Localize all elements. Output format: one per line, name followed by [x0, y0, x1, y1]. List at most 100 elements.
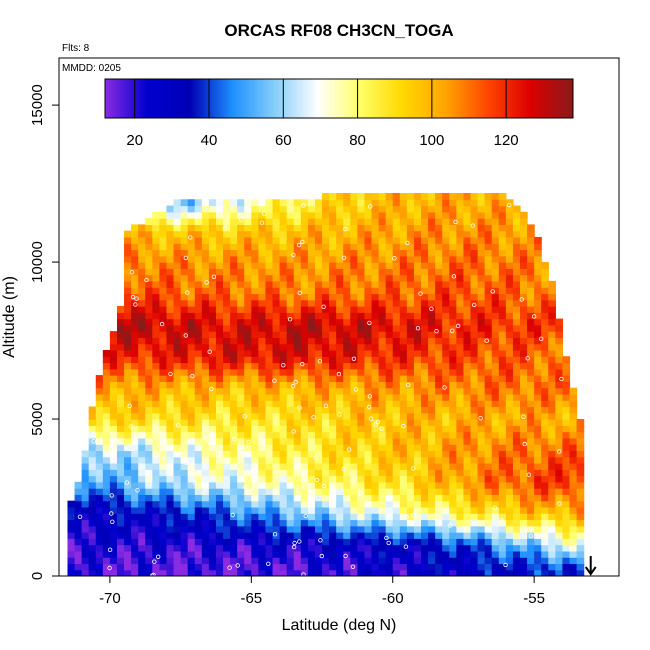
- heatmap-cell-3114: [463, 500, 472, 508]
- heatmap-cell-2045: [336, 318, 344, 326]
- heatmap-cell-3134: [463, 375, 472, 382]
- heatmap-cell-439: [145, 268, 153, 276]
- heatmap-cell-2173: [350, 280, 358, 288]
- heatmap-cell-3493: [505, 419, 514, 426]
- heatmap-cell-634: [173, 500, 182, 508]
- heatmap-cell-2265: [364, 469, 373, 477]
- sample-point-93: [451, 274, 457, 279]
- heatmap-cell-1025: [215, 306, 224, 313]
- sample-point-55: [183, 255, 188, 261]
- heatmap-cell-1347: [258, 544, 267, 552]
- heatmap-cell-1302: [251, 450, 259, 458]
- heatmap-cell-3086: [456, 293, 465, 301]
- heatmap-cell-3588: [520, 569, 528, 576]
- heatmap-cell-1705: [300, 557, 309, 565]
- heatmap-cell-3034: [449, 236, 457, 244]
- heatmap-cell-2193: [357, 538, 366, 546]
- sample-point-101: [227, 565, 232, 570]
- heatmap-cell-3697: [527, 249, 535, 257]
- heatmap-cell-3950: [569, 437, 578, 445]
- heatmap-cell-951: [208, 393, 217, 401]
- heatmap-cell-1077: [223, 356, 231, 364]
- heatmap-cell-640: [173, 462, 182, 470]
- heatmap-cell-208: [116, 400, 125, 408]
- heatmap-cell-1483: [272, 444, 281, 452]
- heatmap-cell-2070: [343, 544, 351, 552]
- heatmap-cell-3054: [456, 494, 465, 502]
- sample-point-137: [133, 302, 138, 307]
- heatmap-cell-1078: [223, 349, 231, 357]
- heatmap-cell-151: [109, 513, 118, 521]
- heatmap-cell-3628: [520, 318, 528, 326]
- heatmap-cell-2861: [435, 557, 443, 565]
- heatmap-cell-3397: [491, 255, 500, 263]
- heatmap-cell-3666: [527, 444, 535, 452]
- heatmap-cell-2268: [364, 450, 373, 458]
- heatmap-cell-228: [124, 544, 132, 552]
- heatmap-cell-1610: [286, 400, 295, 408]
- heatmap-cell-3330: [484, 293, 493, 301]
- heatmap-cell-3519: [505, 255, 514, 263]
- heatmap-cell-1444: [265, 312, 274, 320]
- heatmap-cell-3130: [463, 400, 472, 408]
- heatmap-cell-2344: [371, 356, 380, 364]
- heatmap-cell-3550: [512, 437, 521, 445]
- heatmap-cell-1548: [279, 412, 288, 420]
- heatmap-cell-2296: [364, 274, 373, 282]
- heatmap-cell-1904: [322, 437, 330, 445]
- heatmap-cell-3359: [491, 494, 500, 502]
- heatmap-cell-2207: [357, 450, 366, 458]
- heatmap-cell-2538: [392, 287, 401, 295]
- heatmap-cell-2577: [399, 425, 408, 433]
- heatmap-cell-3540: [512, 500, 521, 508]
- heatmap-cell-1727: [300, 419, 309, 426]
- heatmap-cell-2749: [421, 494, 429, 502]
- heatmap-cell-1678: [293, 349, 302, 357]
- heatmap-cell-539: [159, 362, 168, 370]
- heatmap-cell-1330: [251, 274, 259, 282]
- heatmap-cell-2704: [413, 393, 422, 401]
- heatmap-cell-268: [124, 293, 132, 301]
- heatmap-cell-159: [109, 462, 118, 470]
- heatmap-cell-3570: [512, 312, 521, 320]
- heatmap-cell-2732: [413, 218, 422, 225]
- heatmap-cell-2451: [385, 450, 394, 458]
- heatmap-cell-60: [88, 488, 97, 495]
- heatmap-cell-2821: [428, 425, 436, 433]
- heatmap-cell-1376: [258, 362, 267, 370]
- heatmap-cell-560: [159, 230, 168, 238]
- heatmap-cell-2059: [336, 230, 344, 238]
- heatmap-cell-3348: [491, 563, 500, 571]
- heatmap-cell-2345: [371, 349, 380, 357]
- heatmap-cell-227: [124, 550, 132, 558]
- heatmap-cell-288: [131, 513, 139, 521]
- heatmap-cell-3696: [527, 255, 535, 263]
- heatmap-cell-168: [109, 406, 118, 414]
- heatmap-cell-1926: [322, 299, 330, 307]
- heatmap-cell-504: [152, 218, 160, 225]
- heatmap-cell-1267: [244, 293, 252, 301]
- heatmap-cell-1159: [230, 218, 238, 225]
- heatmap-cell-3491: [505, 431, 514, 439]
- heatmap-cell-3055: [456, 488, 465, 495]
- heatmap-cell-1872: [314, 262, 323, 269]
- heatmap-cell-1143: [230, 318, 238, 326]
- heatmap-cell-2407: [378, 343, 387, 351]
- heatmap-cell-1691: [293, 268, 302, 276]
- heatmap-cell-2010: [336, 538, 344, 546]
- heatmap-cell-3254: [477, 387, 486, 395]
- heatmap-cell-370: [138, 349, 146, 357]
- heatmap-cell-580: [166, 469, 175, 477]
- heatmap-cell-1035: [215, 243, 224, 251]
- heatmap-cell-808: [194, 538, 203, 546]
- heatmap-cell-3695: [527, 262, 535, 269]
- heatmap-cell-3914: [562, 444, 571, 452]
- heatmap-cell-868: [201, 538, 210, 546]
- heatmap-cell-2183: [350, 218, 358, 225]
- heatmap-cell-3946: [569, 462, 578, 470]
- heatmap-cell-3426: [498, 456, 507, 464]
- sample-point-136: [207, 349, 212, 354]
- heatmap-cell-2460: [385, 393, 394, 401]
- heatmap-cell-3524: [505, 224, 514, 232]
- heatmap-cell-112: [102, 532, 111, 539]
